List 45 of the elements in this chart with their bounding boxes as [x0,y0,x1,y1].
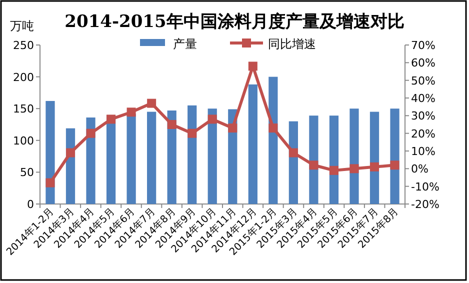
y2-tick-label: 10% [411,145,436,158]
chart-title: 2014-2015年中国涂料月度产量及增速对比 [64,12,404,32]
bar [208,108,217,204]
point [350,164,359,174]
y2-tick-label: -10% [411,180,440,194]
point [188,128,197,138]
y-axis-title: 万吨 [10,19,34,33]
y-tick-label: 150 [13,102,34,116]
point [248,62,258,71]
point [126,108,136,117]
y2-tick-label: -20% [411,198,440,211]
bar [390,108,400,204]
point [167,120,176,129]
legend-label: 同比增速 [268,37,316,51]
bar [188,105,197,204]
point [268,124,278,133]
y2-tick-label: 40% [411,92,436,105]
point [228,124,238,133]
y-tick-label: 100 [13,134,34,148]
point [329,166,338,175]
point [147,98,156,108]
point [288,148,298,158]
bar [309,116,318,204]
y-tick-label: 50 [20,166,34,180]
bar [370,112,380,204]
point [390,160,400,170]
y2-tick-label: 70% [411,39,436,52]
y2-tick-label: 20% [411,127,436,140]
bar [350,108,359,204]
bar [126,114,136,204]
y2-tick-label: 0% [411,162,428,176]
bar [147,112,156,204]
point [309,160,318,170]
point [106,114,116,124]
bar [248,84,258,204]
point [370,162,379,172]
point [208,114,217,124]
y-tick-label: 200 [13,70,34,84]
y2-tick-label: 60% [411,56,436,70]
point [66,148,75,158]
y2-tick-label: 50% [411,74,436,88]
y-tick-label: 250 [13,39,34,52]
y-tick-label: 0 [27,198,34,211]
legend-label: 产量 [173,37,197,51]
y2-tick-label: 30% [411,110,436,123]
